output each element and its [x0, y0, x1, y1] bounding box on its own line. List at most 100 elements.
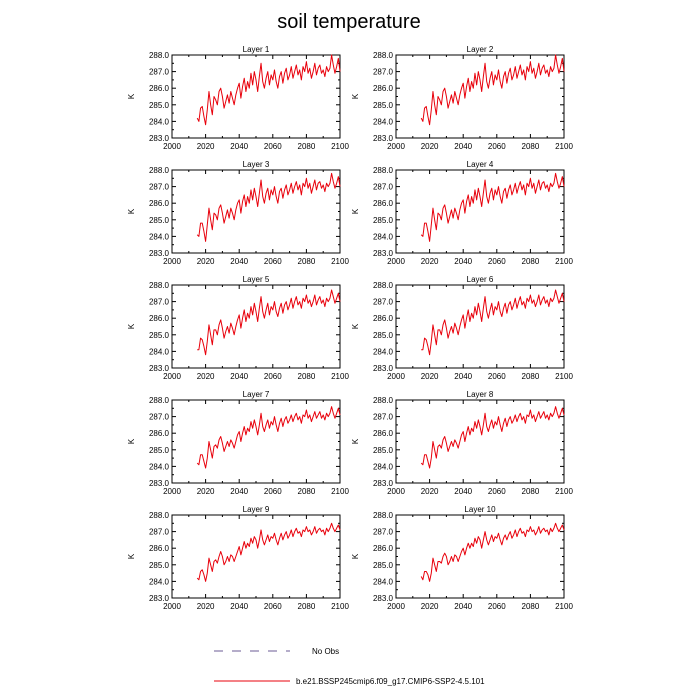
figure-title: soil temperature — [277, 11, 420, 33]
panel-layer-7: Layer 7 2000 2020 2040 2060 2080 2100 283.0 284.… — [127, 390, 349, 496]
y-axis-label: K — [127, 553, 136, 559]
x-tick-label: 2060 — [264, 602, 282, 611]
x-tick-label: 2040 — [454, 487, 472, 496]
panel-title: Layer 6 — [467, 275, 494, 284]
panel-layer-8: Layer 8 2000 2020 2040 2060 2080 2100 283.0 284.… — [351, 390, 573, 496]
x-tick-label: 2000 — [387, 487, 405, 496]
y-tick-label: 283.0 — [373, 249, 394, 258]
x-tick-label: 2020 — [197, 487, 215, 496]
y-tick-label: 285.0 — [149, 101, 170, 110]
plot-frame — [171, 54, 341, 139]
y-tick-label: 285.0 — [149, 561, 170, 570]
x-tick-label: 2000 — [387, 257, 405, 266]
x-tick-label: 2100 — [555, 602, 573, 611]
panel-layer-3: Layer 3 2000 2020 2040 2060 2080 2100 283.0 284.… — [127, 160, 349, 266]
panel-title: Layer 10 — [464, 505, 496, 514]
panel-title: Layer 8 — [467, 390, 494, 399]
x-tick-label: 2040 — [230, 487, 248, 496]
y-tick-label: 283.0 — [373, 134, 394, 143]
x-tick-label: 2020 — [421, 372, 439, 381]
y-tick-label: 286.0 — [373, 84, 394, 93]
y-tick-label: 288.0 — [373, 511, 394, 520]
x-tick-label: 2080 — [298, 487, 316, 496]
series-line — [196, 172, 341, 242]
x-tick-label: 2100 — [331, 257, 349, 266]
y-axis-label: K — [351, 553, 360, 559]
panel-title: Layer 3 — [243, 160, 270, 169]
x-tick-label: 2060 — [264, 257, 282, 266]
y-axis-label: K — [351, 323, 360, 329]
y-tick-label: 285.0 — [373, 561, 394, 570]
x-tick-label: 2000 — [163, 257, 181, 266]
x-tick-label: 2040 — [230, 602, 248, 611]
panel-title: Layer 9 — [243, 505, 270, 514]
panel-title: Layer 5 — [243, 275, 270, 284]
x-tick-label: 2060 — [264, 142, 282, 151]
x-tick-label: 2060 — [488, 257, 506, 266]
y-tick-label: 288.0 — [149, 166, 170, 175]
y-tick-label: 285.0 — [373, 216, 394, 225]
panels: Layer 1 2000 2020 2040 2060 2080 2100 283.0 284.… — [127, 45, 573, 611]
y-tick-label: 287.0 — [373, 68, 394, 77]
series-line — [196, 406, 341, 469]
y-tick-label: 287.0 — [373, 528, 394, 537]
y-tick-label: 284.0 — [149, 577, 170, 586]
y-tick-label: 284.0 — [149, 117, 170, 126]
series-line — [196, 522, 341, 582]
y-tick-label: 286.0 — [149, 314, 170, 323]
x-tick-label: 2040 — [454, 602, 472, 611]
x-tick-label: 2020 — [197, 257, 215, 266]
y-tick-label: 286.0 — [149, 544, 170, 553]
x-tick-label: 2080 — [298, 372, 316, 381]
series-line — [196, 54, 341, 126]
legend-obs-label: No Obs — [312, 647, 339, 656]
panel-layer-6: Layer 6 2000 2020 2040 2060 2080 2100 283.0 284.… — [351, 275, 573, 381]
y-tick-label: 288.0 — [149, 281, 170, 290]
y-tick-label: 288.0 — [149, 396, 170, 405]
panel-layer-9: Layer 9 2000 2020 2040 2060 2080 2100 283.0 284.… — [127, 505, 349, 611]
x-tick-label: 2000 — [163, 372, 181, 381]
panel-title: Layer 7 — [243, 390, 270, 399]
y-tick-label: 283.0 — [149, 249, 170, 258]
x-tick-label: 2040 — [230, 257, 248, 266]
series-line — [420, 54, 565, 126]
y-axis-label: K — [127, 208, 136, 214]
y-tick-label: 288.0 — [373, 166, 394, 175]
y-tick-label: 283.0 — [149, 479, 170, 488]
x-tick-label: 2080 — [522, 487, 540, 496]
x-tick-label: 2020 — [421, 487, 439, 496]
x-tick-label: 2100 — [331, 602, 349, 611]
x-tick-label: 2020 — [421, 142, 439, 151]
y-tick-label: 288.0 — [373, 281, 394, 290]
y-axis-label: K — [351, 208, 360, 214]
y-tick-label: 286.0 — [373, 199, 394, 208]
y-tick-label: 288.0 — [373, 51, 394, 60]
legend: No Obs b.e21.BSSP245cmip6.f09_g17.CMIP6-… — [214, 647, 485, 686]
x-tick-label: 2000 — [163, 602, 181, 611]
x-tick-label: 2100 — [331, 487, 349, 496]
y-tick-label: 286.0 — [373, 544, 394, 553]
x-tick-label: 2060 — [264, 487, 282, 496]
x-tick-label: 2080 — [522, 372, 540, 381]
y-tick-label: 287.0 — [149, 68, 170, 77]
x-tick-label: 2100 — [555, 257, 573, 266]
y-axis-label: K — [351, 93, 360, 99]
x-tick-label: 2060 — [488, 142, 506, 151]
series-line — [421, 289, 565, 356]
x-tick-label: 2040 — [454, 372, 472, 381]
panel-layer-10: Layer 10 2000 2020 2040 2060 2080 2100 283.0 284… — [351, 505, 573, 611]
panel-title: Layer 2 — [467, 45, 494, 54]
x-tick-label: 2060 — [488, 372, 506, 381]
x-tick-label: 2020 — [197, 372, 215, 381]
y-tick-label: 287.0 — [373, 413, 394, 422]
x-tick-label: 2080 — [522, 142, 540, 151]
x-tick-label: 2060 — [488, 602, 506, 611]
y-tick-label: 288.0 — [149, 51, 170, 60]
x-tick-label: 2100 — [555, 372, 573, 381]
y-tick-label: 285.0 — [373, 101, 394, 110]
panel-layer-1: Layer 1 2000 2020 2040 2060 2080 2100 283.0 284.… — [127, 45, 349, 151]
y-tick-label: 283.0 — [373, 364, 394, 373]
y-tick-label: 284.0 — [373, 347, 394, 356]
x-tick-label: 2000 — [163, 487, 181, 496]
